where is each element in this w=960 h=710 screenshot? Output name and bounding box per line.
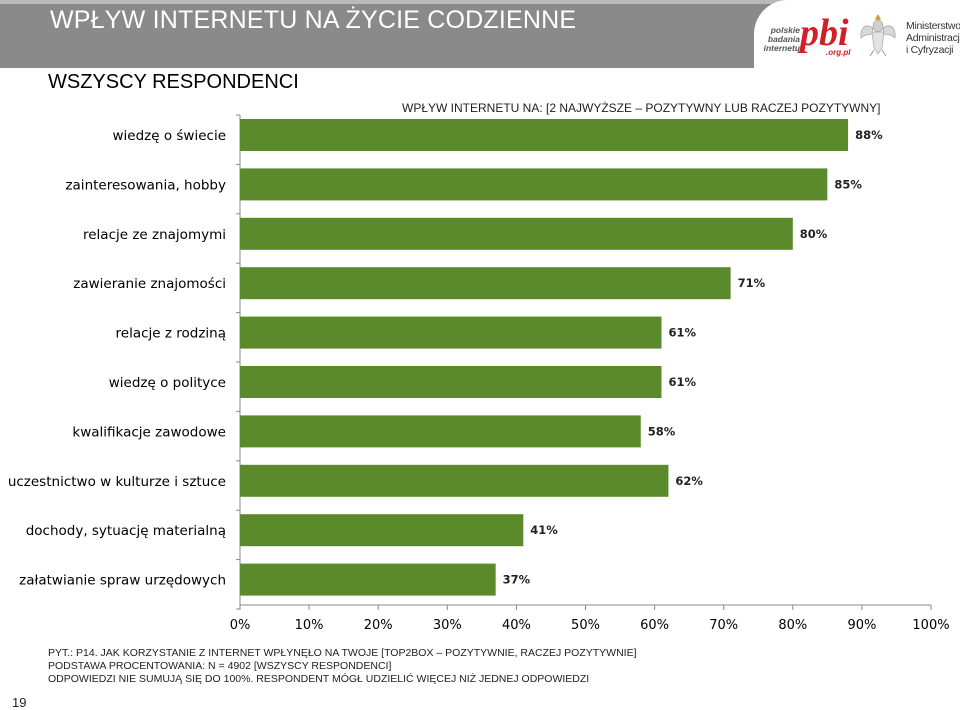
x-tick-label: 90%: [847, 618, 876, 633]
bar: [240, 267, 731, 300]
pbi-logo-domain: .org.pl: [826, 48, 851, 57]
data-label: 62%: [675, 474, 703, 488]
respondent-group-subtitle: WSZYSCY RESPONDENCI: [48, 71, 299, 93]
x-tick-label: 70%: [709, 618, 738, 633]
data-label: 71%: [738, 276, 766, 290]
x-tick-label: 60%: [640, 618, 669, 633]
pbi-logo-line: badania: [767, 34, 800, 44]
ministry-line: i Cyfryzacji: [906, 44, 954, 56]
pbi-logo-text: polskie badania internetu: [762, 26, 800, 53]
footnote-question: PYT.: P14. JAK KORZYSTANIE Z INTERNET WP…: [48, 647, 637, 659]
category-label: zawieranie znajomości: [73, 276, 226, 292]
data-label: 88%: [855, 128, 883, 142]
bar: [240, 119, 849, 151]
data-label: 37%: [503, 573, 531, 587]
data-label: 61%: [669, 375, 697, 389]
data-label: 61%: [669, 326, 697, 340]
bar: [240, 514, 524, 547]
footnote: PYT.: P14. JAK KORZYSTANIE Z INTERNET WP…: [48, 647, 637, 686]
bar-chart: wiedzę o świecie 88% zainteresowania, hobb…: [8, 114, 950, 633]
category-label: uczestnictwo w kulturze i sztuce: [8, 474, 226, 490]
chart-title: WPŁYW INTERNETU NA: [2 NAJWYŻSZE – POZYT…: [402, 101, 881, 115]
pbi-logo-line: internetu: [763, 43, 800, 53]
x-tick-label: 80%: [778, 618, 807, 633]
category-label: zainteresowania, hobby: [65, 177, 226, 193]
data-label: 80%: [800, 227, 828, 241]
bar: [240, 217, 793, 250]
category-label: wiedzę o polityce: [109, 375, 226, 391]
page-title: WPŁYW INTERNETU NA ŻYCIE CODZIENNE: [50, 6, 577, 34]
data-label: 58%: [648, 424, 676, 438]
footnote-note: ODPOWIEDZI NIE SUMUJĄ SIĘ DO 100%. RESPO…: [48, 673, 590, 685]
bar: [240, 464, 669, 497]
data-label: 41%: [530, 523, 558, 537]
ministry-line: Administracji: [906, 32, 960, 44]
bar: [240, 366, 662, 398]
category-label: relacje ze znajomymi: [83, 227, 226, 243]
pbi-logo-line: polskie: [770, 25, 800, 35]
eagle-emblem-icon: [858, 10, 898, 60]
logo-area: [754, 0, 960, 68]
footnote-base: PODSTAWA PROCENTOWANIA: N = 4902 [WSZYSC…: [48, 660, 392, 672]
x-tick-label: 20%: [364, 618, 393, 633]
header-accent-line: [0, 0, 960, 4]
x-tick-label: 50%: [571, 618, 600, 633]
data-label: 85%: [834, 177, 862, 191]
category-label: dochody, sytuację materialną: [26, 523, 226, 539]
x-tick-label: 10%: [295, 618, 324, 633]
bar: [240, 563, 496, 596]
ministry-logo-text: Ministerstwo Administracji i Cyfryzacji: [906, 20, 960, 56]
pbi-logo-mark: pbi: [800, 12, 849, 54]
page-number: 19: [12, 695, 27, 710]
ministry-line: Ministerstwo: [906, 20, 960, 32]
bar: [240, 168, 828, 201]
category-label: relacje z rodziną: [116, 326, 226, 342]
x-tick-label: 40%: [502, 618, 531, 633]
category-label: załatwianie spraw urzędowych: [19, 573, 226, 589]
category-label: wiedzę o świecie: [112, 128, 226, 144]
x-tick-label: 0%: [230, 618, 251, 633]
bar: [240, 415, 641, 448]
category-label: kwalifikacje zawodowe: [72, 424, 226, 440]
x-tick-label: 100%: [912, 618, 949, 633]
bar: [240, 316, 662, 349]
x-tick-label: 30%: [433, 618, 462, 633]
